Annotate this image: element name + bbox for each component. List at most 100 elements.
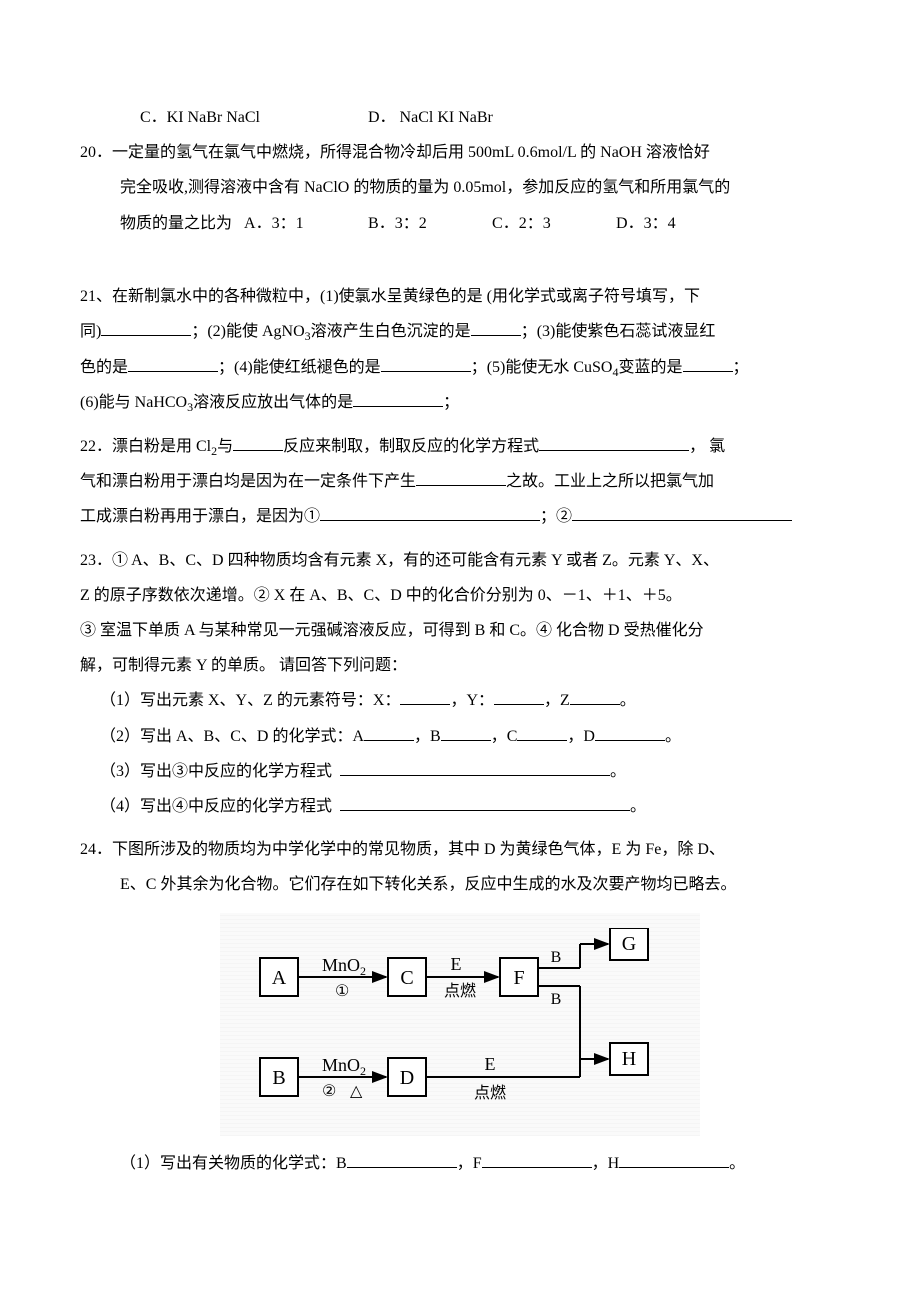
node-d-label: D: [400, 1067, 414, 1089]
q22-blank2[interactable]: [539, 431, 689, 450]
q24-line1: 24．下图所涉及的物质均为中学化学中的常见物质，其中 D 为黄绿色气体，E 为 …: [80, 832, 840, 867]
q23-s3-a: （3）写出③中反应的化学方程式: [100, 763, 332, 780]
q24-p1-c: ，H: [592, 1155, 620, 1172]
q24-p1-b: ，F: [457, 1155, 482, 1172]
q23-s1-b: ，Y：: [450, 692, 494, 709]
q23-sub2: （2）写出 A、B、C、D 的化学式：A，B，C，D。: [80, 719, 840, 754]
q21-l2-d: ；(3)能使紫色石蕊试液显红: [521, 323, 716, 340]
label-ignite-top: 点燃: [444, 982, 476, 1000]
q23-s3-b: 。: [610, 763, 626, 780]
q21-line1: 21、在新制氯水中的各种微粒中，(1)使氯水呈黄绿色的是 (用化学式或离子符号填…: [80, 279, 840, 314]
q23-line2: Z 的原子序数依次递增。② X 在 A、B、C、D 中的化合价分别为 0、－1、…: [80, 578, 840, 613]
node-f-label: F: [513, 967, 524, 989]
q24-line2: E、C 外其余为化合物。它们存在如下转化关系，反应中生成的水及次要产物均已略去。: [80, 867, 840, 902]
q23-sub4: （4）写出④中反应的化学方程式 。: [80, 789, 840, 824]
q21: 21、在新制氯水中的各种微粒中，(1)使氯水呈黄绿色的是 (用化学式或离子符号填…: [80, 279, 840, 421]
q22-blank1[interactable]: [233, 431, 283, 450]
q20-opt-a[interactable]: A．3：1: [244, 206, 364, 241]
label-e-bot: E: [485, 1054, 496, 1074]
q23-blank-b[interactable]: [441, 721, 491, 740]
q22-l2-a: 气和漂白粉用于漂白均是因为在一定条件下产生: [80, 473, 416, 490]
q23-s2-c: ，C: [491, 728, 518, 745]
q21-line3: 色的是；(4)能使红纸褪色的是；(5)能使无水 CuSO4变蓝的是；: [80, 350, 840, 386]
q23-blank-z[interactable]: [570, 686, 620, 705]
label-e-top: E: [451, 954, 462, 974]
node-a-label: A: [272, 967, 287, 989]
q21-line2: 同)；(2)能使 AgNO3溶液产生白色沉淀的是；(3)能使紫色石蕊试液显红: [80, 314, 840, 350]
q21-blank4[interactable]: [381, 352, 471, 371]
q23-blank-eq3[interactable]: [340, 757, 610, 776]
q22-l3-b: ；②: [540, 508, 572, 525]
q19-options-cd: C．KI NaBr NaCl D． NaCl KI NaBr: [80, 100, 840, 135]
q20-opt-b[interactable]: B．3：2: [368, 206, 488, 241]
q23-sub1: （1）写出元素 X、Y、Z 的元素符号：X：，Y：，Z。: [80, 683, 840, 718]
label-circle1: ①: [335, 983, 349, 1000]
q22-l2-b: 之故。工业上之所以把氯气加: [506, 473, 714, 490]
q23-s2-b: ，B: [414, 728, 441, 745]
label-b-up: B: [551, 949, 562, 966]
q22-blank5[interactable]: [572, 502, 792, 521]
q23-s2-e: 。: [665, 728, 681, 745]
label-circle2: ②: [322, 1083, 336, 1100]
q24-p1-a: （1）写出有关物质的化学式：B: [120, 1155, 347, 1172]
q21-blank5[interactable]: [683, 352, 733, 371]
q21-blank3[interactable]: [128, 352, 218, 371]
label-mno2-top: MnO2: [322, 955, 366, 978]
q22-blank3[interactable]: [416, 467, 506, 486]
q21-l4-b: 溶液反应放出气体的是: [193, 394, 353, 411]
q24: 24．下图所涉及的物质均为中学化学中的常见物质，其中 D 为黄绿色气体，E 为 …: [80, 832, 840, 1181]
q20-stem-line1: 20．一定量的氢气在氯气中燃烧，所得混合物冷却后用 500mL 0.6mol/L…: [80, 135, 840, 170]
q22-line3: 工成漂白粉再用于漂白，是因为① ；②: [80, 499, 840, 534]
q23-s4-a: （4）写出④中反应的化学方程式: [100, 798, 332, 815]
q23-blank-a[interactable]: [364, 721, 414, 740]
flowchart-svg: A C F G B D H MnO2 ① E 点燃: [250, 928, 670, 1108]
node-g-label: G: [622, 933, 636, 955]
q23-line3: ③ 室温下单质 A 与某种常见一元强碱溶液反应，可得到 B 和 C。④ 化合物 …: [80, 613, 840, 648]
q24-part1: （1）写出有关物质的化学式：B ，F ，H 。: [80, 1146, 840, 1181]
q21-l3-c: ；(5)能使无水 CuSO: [471, 359, 613, 376]
q21-l3-a: 色的是: [80, 359, 128, 376]
q19-opt-d[interactable]: D． NaCl KI NaBr: [368, 100, 493, 135]
q22-l1-b: 与: [217, 438, 233, 455]
q20-stem3-prefix: 物质的量之比为: [120, 215, 232, 232]
label-triangle: △: [350, 1083, 363, 1100]
q23-blank-d[interactable]: [595, 721, 665, 740]
label-b-down: B: [551, 991, 562, 1008]
q23-blank-y[interactable]: [494, 686, 544, 705]
q23-blank-c[interactable]: [517, 721, 567, 740]
q23-line4: 解，可制得元素 Y 的单质。 请回答下列问题：: [80, 648, 840, 683]
q20-stem-line3: 物质的量之比为 A．3：1 B．3：2 C．2：3 D．3：4: [80, 206, 840, 241]
q23-blank-eq4[interactable]: [340, 792, 630, 811]
q21-blank2[interactable]: [471, 317, 521, 336]
q22-line2: 气和漂白粉用于漂白均是因为在一定条件下产生 之故。工业上之所以把氯气加: [80, 464, 840, 499]
q21-l3-e: ；: [733, 359, 749, 376]
q20: 20．一定量的氢气在氯气中燃烧，所得混合物冷却后用 500mL 0.6mol/L…: [80, 135, 840, 241]
q24-blank-h[interactable]: [619, 1149, 729, 1168]
q22-l3-a: 工成漂白粉再用于漂白，是因为①: [80, 508, 320, 525]
q21-l3-b: ；(4)能使红纸褪色的是: [218, 359, 381, 376]
q21-l2-a: 同): [80, 323, 101, 340]
q22: 22．漂白粉是用 Cl2与反应来制取，制取反应的化学方程式， 氯 气和漂白粉用于…: [80, 429, 840, 535]
q22-line1: 22．漂白粉是用 Cl2与反应来制取，制取反应的化学方程式， 氯: [80, 429, 840, 465]
q21-l4-c: ；: [443, 394, 459, 411]
q21-l2-b: ；(2)能使 AgNO: [191, 323, 304, 340]
q20-opt-c[interactable]: C．2：3: [492, 206, 612, 241]
q24-blank-b[interactable]: [347, 1149, 457, 1168]
q23-blank-x[interactable]: [400, 686, 450, 705]
q21-blank6[interactable]: [353, 388, 443, 407]
q24-blank-f[interactable]: [482, 1149, 592, 1168]
q20-stem-line2: 完全吸收,测得溶液中含有 NaClO 的物质的量为 0.05mol，参加反应的氢…: [80, 170, 840, 205]
q23: 23．① A、B、C、D 四种物质均含有元素 X，有的还可能含有元素 Y 或者 …: [80, 543, 840, 825]
q23-s1-c: ，Z: [544, 692, 570, 709]
q19-opt-c[interactable]: C．KI NaBr NaCl: [140, 100, 260, 135]
q23-s2-d: ，D: [567, 728, 595, 745]
q21-blank1[interactable]: [101, 317, 191, 336]
node-c-label: C: [400, 967, 413, 989]
q20-opt-d[interactable]: D．3：4: [616, 206, 716, 241]
q21-l3-d: 变蓝的是: [618, 359, 682, 376]
q22-blank4[interactable]: [320, 502, 540, 521]
q23-s1-a: （1）写出元素 X、Y、Z 的元素符号：X：: [100, 692, 400, 709]
q24-p1-d: 。: [729, 1155, 745, 1172]
q24-diagram: A C F G B D H MnO2 ① E 点燃: [80, 913, 840, 1136]
q22-l1-d: ， 氯: [689, 438, 725, 455]
